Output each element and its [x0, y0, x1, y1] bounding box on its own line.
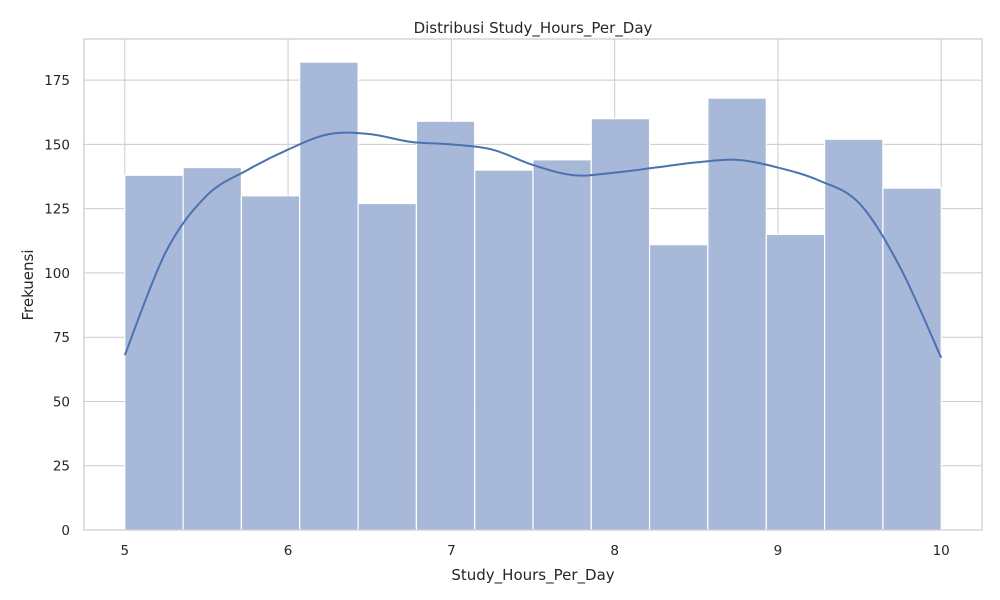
- bars-layer: [124, 61, 942, 531]
- kde-line: [123, 131, 943, 359]
- histogram-bar: [590, 118, 651, 531]
- y-tick-label: 50: [53, 394, 70, 410]
- histogram-bar: [240, 195, 301, 531]
- y-tick-label: 25: [53, 459, 70, 475]
- x-tick-label: 8: [610, 543, 619, 559]
- x-tick-label: 5: [121, 543, 130, 559]
- x-tick-label: 6: [284, 543, 293, 559]
- x-tick-label: 10: [933, 543, 950, 559]
- y-tick-label: 100: [44, 266, 70, 282]
- y-tick-label: 75: [53, 330, 70, 346]
- x-tick-label: 9: [774, 543, 783, 559]
- y-tick-label: 125: [44, 202, 70, 218]
- x-axis-label: Study_Hours_Per_Day: [451, 566, 614, 585]
- y-tick-label: 175: [44, 73, 70, 89]
- histogram-bar: [648, 244, 709, 531]
- histogram-bar: [882, 187, 942, 531]
- y-tick-label: 150: [44, 137, 70, 153]
- histogram-bar: [824, 138, 884, 531]
- histogram-bar: [765, 233, 826, 531]
- kde-layer: [123, 131, 943, 359]
- y-axis-label: Frekuensi: [19, 249, 37, 320]
- plot-frame: [83, 38, 983, 531]
- x-tick-label: 7: [447, 543, 456, 559]
- histogram-bar: [474, 169, 534, 531]
- histogram-bar: [415, 120, 476, 531]
- chart-title: Distribusi Study_Hours_Per_Day: [414, 19, 653, 38]
- histogram-bar: [182, 166, 242, 531]
- y-tick-label: 0: [61, 523, 70, 539]
- histogram-bar: [124, 174, 184, 531]
- histogram-bar: [532, 159, 592, 531]
- histogram-bar: [357, 202, 418, 531]
